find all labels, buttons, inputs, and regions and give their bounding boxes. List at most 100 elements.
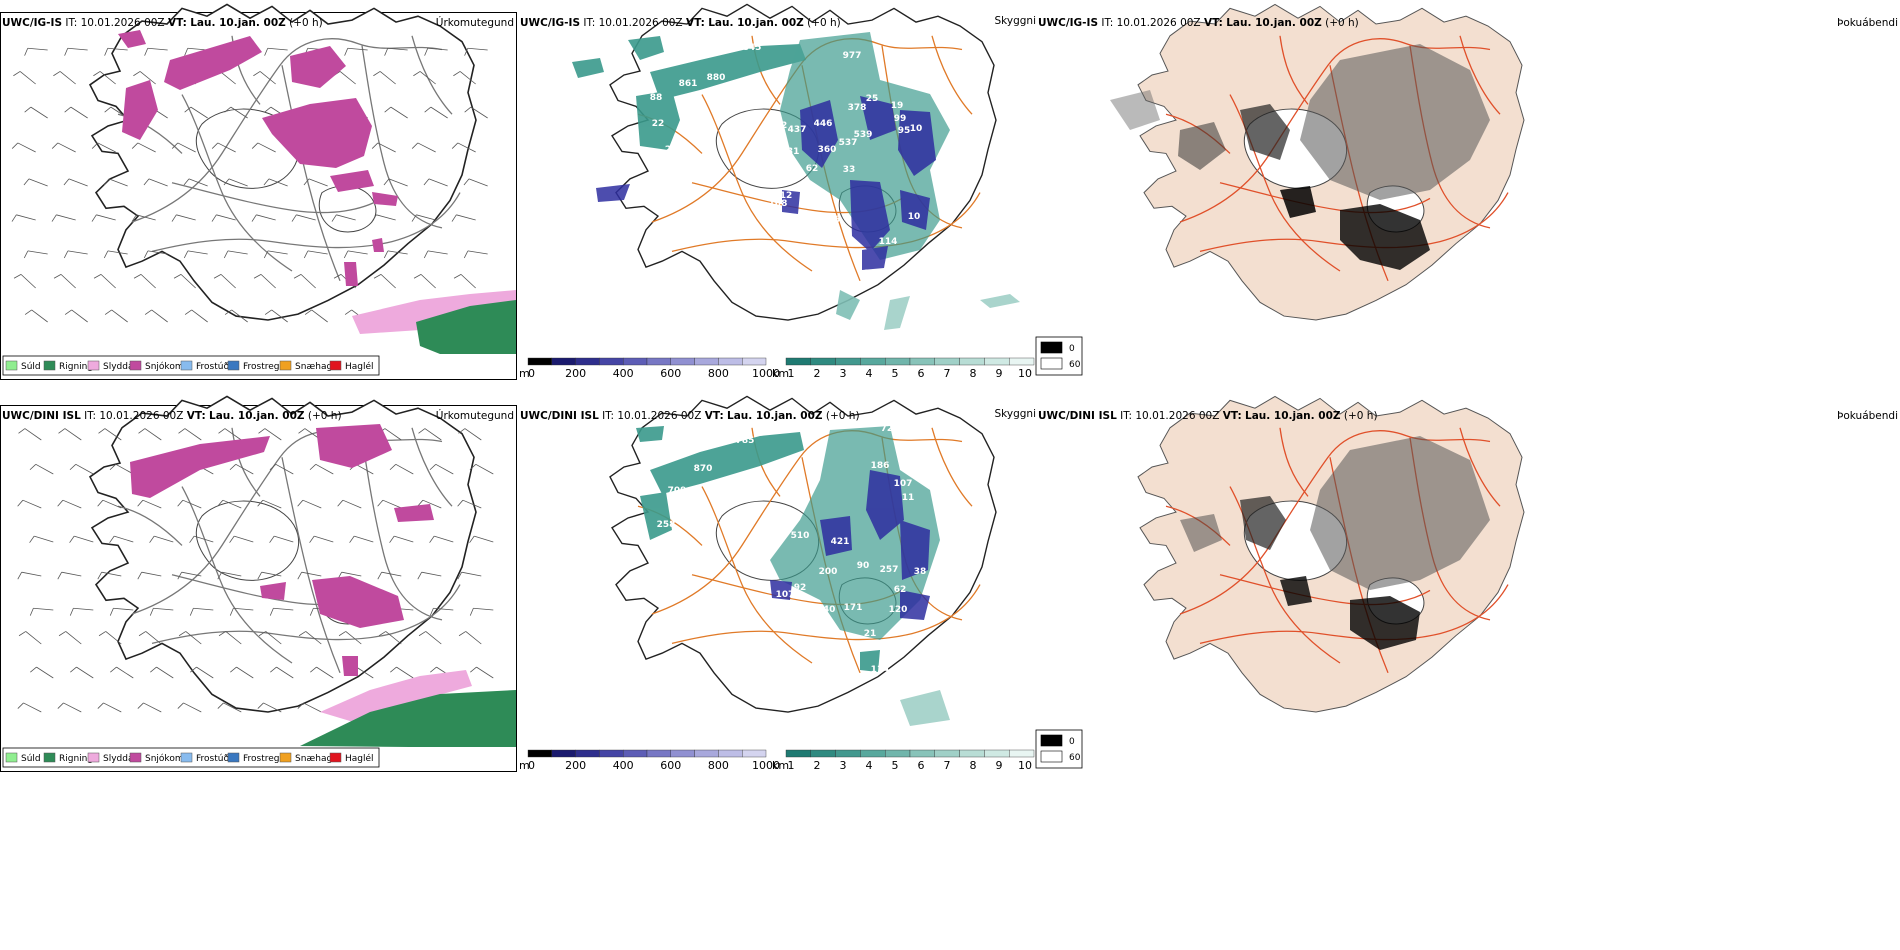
height-tick-1: 200 xyxy=(565,367,586,380)
wind-barb xyxy=(143,702,162,713)
wind-barb xyxy=(276,666,294,679)
wind-barb-flag xyxy=(384,48,389,56)
legend-swatch-3 xyxy=(129,752,142,763)
wind-barb-flag xyxy=(69,464,77,471)
wind-barb xyxy=(17,142,36,153)
wind-barb-flag xyxy=(251,142,259,149)
km-swatch-2 xyxy=(835,749,861,758)
wind-barb xyxy=(417,142,436,153)
wind-barb xyxy=(475,463,494,475)
terrain-height-blue xyxy=(596,96,936,270)
km-scale-bar-2: km1 2 3 4 5 6 7 8 9 10 xyxy=(772,749,1035,772)
height-swatch-3 xyxy=(599,357,624,366)
header-visibility-row1: UWC/IG-IS IT: 10.01.2026 00Z VT: Lau. 10… xyxy=(520,17,841,29)
wind-barb xyxy=(427,47,448,51)
wind-barb-flag xyxy=(184,48,189,56)
wind-barb-flag xyxy=(184,106,192,113)
wind-barb-flag xyxy=(463,178,470,186)
wind-barb xyxy=(56,214,76,221)
wind-barb xyxy=(223,702,242,713)
fog-label-1: 60 xyxy=(1069,360,1081,370)
fog-swatch-1 xyxy=(1040,357,1063,370)
wind-barb-flag xyxy=(423,178,430,186)
height-swatch-0 xyxy=(527,749,552,758)
height-tick-0: 0 xyxy=(528,367,535,380)
wind-barb-flag xyxy=(109,464,117,471)
wind-barb-flag xyxy=(458,631,466,637)
fog-legend: 0 60 xyxy=(1035,336,1083,376)
wind-barb xyxy=(275,463,294,475)
forecast-row-2: Súld Rigning Slydda Snjókoma Frostúði Frostre… xyxy=(0,395,1525,772)
wind-barb-flag xyxy=(11,214,17,222)
wind-barb-flag xyxy=(131,214,137,222)
elevation-label: 421 xyxy=(831,537,850,547)
wind-barb xyxy=(99,71,116,85)
km-tick-3: 4 xyxy=(866,759,873,772)
wind-barb xyxy=(33,607,54,611)
wind-barb-flag xyxy=(310,666,317,673)
legend-swatch-7 xyxy=(329,360,342,371)
elevation-label: 360 xyxy=(818,145,837,155)
wind-barb xyxy=(187,250,208,255)
km-tick-9: 10 xyxy=(1018,759,1032,772)
header-fog-row2: UWC/DINI ISL IT: 10.01.2026 00Z VT: Lau.… xyxy=(1038,410,1378,422)
wind-barb-flag xyxy=(58,428,66,434)
wind-barb-flag xyxy=(17,571,23,580)
wind-barb xyxy=(394,535,414,543)
wind-barb xyxy=(191,309,208,323)
elevation-label: 114 xyxy=(879,237,898,247)
wind-barb-flag xyxy=(57,499,64,507)
km-tick-3: 4 xyxy=(866,367,873,380)
wind-barb xyxy=(96,214,116,221)
wind-barb xyxy=(107,47,128,51)
legend-swatch-2 xyxy=(87,752,100,763)
wind-barb xyxy=(464,428,482,441)
wind-barb-flag xyxy=(390,666,397,673)
wind-barb-flag xyxy=(53,71,61,77)
wind-barb xyxy=(355,463,374,475)
wind-barb xyxy=(377,142,396,153)
wind-barb xyxy=(220,274,236,289)
height-unit: m xyxy=(519,367,530,380)
wind-barb-flag xyxy=(211,142,219,149)
wind-barb-flag xyxy=(110,666,117,673)
wind-barb-flag xyxy=(217,571,223,580)
wind-barb-flag xyxy=(29,608,34,616)
title-fog-index-row2: Þokuábendi xyxy=(1837,410,1898,422)
legend-swatch-4 xyxy=(180,360,193,371)
legend-label-1: Rigning xyxy=(59,754,93,764)
wind-barb-flag xyxy=(177,702,184,709)
wind-barb xyxy=(184,428,202,441)
elevation-label: 10 xyxy=(910,124,923,134)
header-fog-row1: UWC/IG-IS IT: 10.01.2026 00Z VT: Lau. 10… xyxy=(1038,17,1359,29)
elevation-label: 33 xyxy=(843,165,856,175)
snow-areas-2 xyxy=(130,424,434,676)
wind-barb xyxy=(101,571,122,577)
height-tick-5: 1000 xyxy=(752,367,780,380)
wind-barb-flag xyxy=(417,571,423,580)
fog-shading xyxy=(1110,44,1490,270)
precip-type-panel: Súld Rigning Slydda Snjókoma Frostúði Frostre… xyxy=(0,3,517,380)
wind-barb-flag xyxy=(64,48,69,56)
height-swatch-6 xyxy=(670,357,695,366)
legend-swatch-1 xyxy=(43,752,56,763)
elevation-label: 870 xyxy=(694,464,713,474)
wind-barb-flag xyxy=(24,309,32,315)
wind-barb-flag xyxy=(257,571,263,580)
wind-barb xyxy=(137,142,156,153)
wind-barb xyxy=(256,214,276,221)
legend-label-3: Snjókoma xyxy=(145,361,189,372)
wind-barb-flag xyxy=(189,535,195,543)
wind-barb-flag xyxy=(224,106,232,113)
wind-barb-flag xyxy=(297,702,304,709)
elevation-label: 171 xyxy=(844,603,863,613)
wind-barb xyxy=(142,499,162,509)
elevation-label: 120 xyxy=(889,605,908,615)
elevation-label: 10 xyxy=(908,212,921,222)
wind-barb-flag xyxy=(58,631,66,637)
wind-barb xyxy=(307,250,328,255)
wind-barb-flag xyxy=(343,250,349,259)
km-swatch-9 xyxy=(1009,357,1035,366)
wind-barb-flag xyxy=(223,250,229,259)
wind-barb xyxy=(422,499,442,509)
